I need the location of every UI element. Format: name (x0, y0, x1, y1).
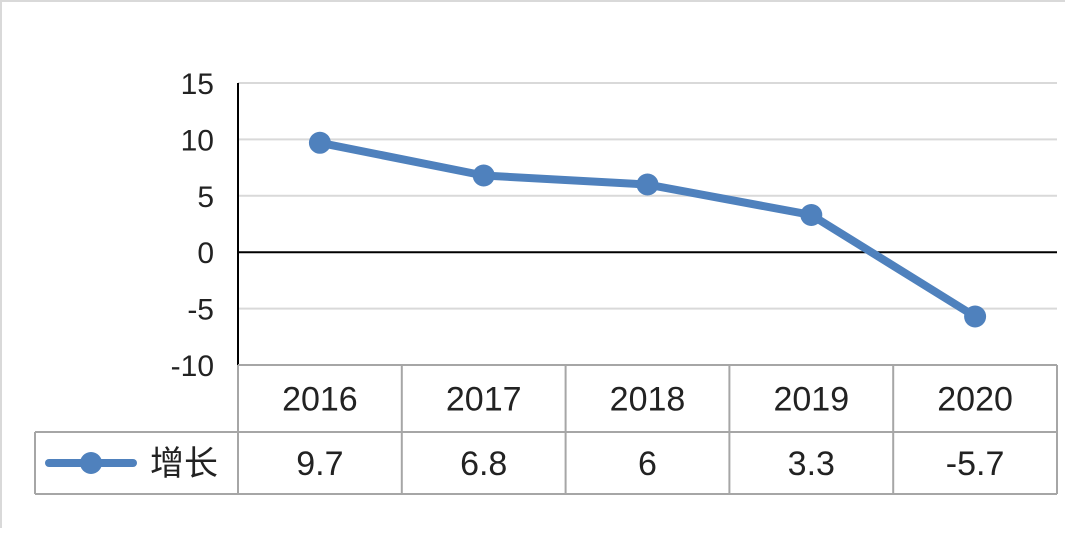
data-point (800, 203, 823, 226)
data-value-label: 3.3 (788, 445, 835, 483)
data-point (308, 131, 331, 154)
y-tick-label: -5 (187, 294, 214, 327)
gridlines (238, 82, 1057, 310)
legend-marker (80, 452, 102, 474)
data-point (636, 173, 659, 196)
y-tick-label: -10 (171, 350, 214, 383)
y-tick-label: 10 (181, 124, 214, 157)
x-category-label: 2017 (446, 381, 522, 419)
y-tick-label: 5 (197, 181, 214, 214)
series-line (315, 138, 980, 321)
data-point (472, 164, 495, 187)
legend-series-name: 增长 (150, 445, 218, 483)
x-category-label: 2019 (773, 381, 849, 419)
y-axis-ticks: 15 10 5 0 -5 -10 (171, 68, 214, 383)
x-category-label: 2018 (610, 381, 686, 419)
data-table: 2016 2017 2018 2019 2020 9.7 6.8 6 3.3 -5.7 增长 (34, 364, 1058, 495)
data-value-label: -5.7 (946, 445, 1005, 483)
x-category-label: 2016 (282, 381, 358, 419)
data-value-label: 6 (638, 445, 657, 483)
data-point (964, 305, 987, 328)
x-category-label: 2020 (937, 381, 1013, 419)
data-value-label: 6.8 (460, 445, 507, 483)
series (308, 131, 987, 328)
data-value-label: 9.7 (296, 445, 343, 483)
y-tick-label: 15 (181, 68, 214, 101)
y-tick-label: 0 (197, 237, 214, 270)
